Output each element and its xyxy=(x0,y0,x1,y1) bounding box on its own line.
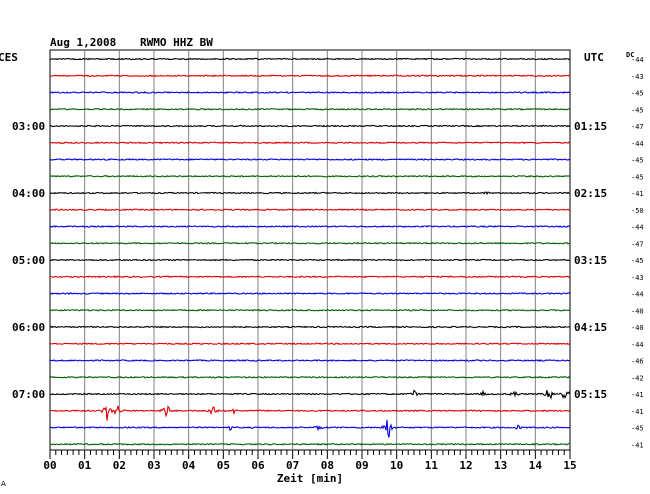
right-hour-label: 01:15 xyxy=(574,120,607,133)
x-tick-label: 01 xyxy=(78,459,92,472)
x-tick-label: 09 xyxy=(355,459,368,472)
dc-label: DC xyxy=(626,51,634,59)
x-tick-label: 10 xyxy=(390,459,403,472)
station-label: RWMO HHZ BW xyxy=(140,36,213,49)
x-tick-label: 15 xyxy=(563,459,576,472)
trace-row-18 xyxy=(49,342,571,346)
trace-row-13 xyxy=(49,258,571,262)
dc-value: -44 xyxy=(631,140,644,148)
x-tick-label: 00 xyxy=(43,459,56,472)
dc-value: -44 xyxy=(631,56,644,64)
left-hour-label: 06:00 xyxy=(12,321,45,334)
x-tick-label: 14 xyxy=(529,459,543,472)
dc-value: -41 xyxy=(631,441,644,449)
x-tick-label: 02 xyxy=(113,459,126,472)
left-hour-label: 03:00 xyxy=(12,120,45,133)
trace-row-17 xyxy=(49,325,571,329)
dc-value: -45 xyxy=(631,425,644,433)
dc-value: -40 xyxy=(631,307,644,315)
x-tick-label: 08 xyxy=(321,459,334,472)
left-zone-label: CES xyxy=(0,51,18,64)
trace-row-21 xyxy=(49,389,571,400)
grid xyxy=(49,49,571,451)
dc-value: -41 xyxy=(631,190,644,198)
dc-value: -44 xyxy=(631,291,644,299)
dc-value: -47 xyxy=(631,123,644,131)
trace-row-11 xyxy=(49,225,571,228)
trace-row-4 xyxy=(49,107,571,111)
x-tick-label: 11 xyxy=(425,459,439,472)
left-hour-labels: 03:00 04:00 05:00 06:00 07:00 xyxy=(12,120,45,401)
dc-value: -43 xyxy=(631,274,644,282)
dc-value: -43 xyxy=(631,73,644,81)
dc-value: -50 xyxy=(631,207,644,215)
x-tick-label: 12 xyxy=(459,459,472,472)
trace-row-12 xyxy=(49,241,571,245)
trace-row-24 xyxy=(49,442,571,446)
x-tick-label: 07 xyxy=(286,459,299,472)
footer-mark: A xyxy=(1,480,6,488)
left-hour-label: 04:00 xyxy=(12,187,45,200)
dc-value: -46 xyxy=(631,358,644,366)
dc-offset-labels: -44 -43 -45 -45 -47 -44 -45 -45 -41 -50 -44 -47 -45 -… xyxy=(631,56,644,449)
trace-row-16 xyxy=(49,308,571,312)
dc-value: -44 xyxy=(631,224,644,232)
x-axis-label: Zeit [min] xyxy=(277,472,343,485)
dc-value: -41 xyxy=(631,391,644,399)
right-hour-label: 04:15 xyxy=(574,321,607,334)
dc-value: -45 xyxy=(631,173,644,181)
trace-row-9 xyxy=(49,191,571,196)
right-hour-labels: 01:15 02:15 03:15 04:15 05:15 xyxy=(574,120,607,401)
x-tick-label: 03 xyxy=(147,459,160,472)
right-hour-label: 02:15 xyxy=(574,187,607,200)
dc-value: -41 xyxy=(631,408,644,416)
trace-row-3 xyxy=(49,91,571,94)
trace-row-7 xyxy=(49,158,571,161)
trace-row-10 xyxy=(49,208,571,212)
trace-row-6 xyxy=(49,141,571,145)
trace-row-8 xyxy=(49,174,571,178)
trace-row-19 xyxy=(49,359,571,362)
seismic-traces xyxy=(49,57,571,446)
x-tick-label: 05 xyxy=(217,459,230,472)
trace-row-1 xyxy=(49,57,571,61)
x-axis: 00 01 02 03 04 05 06 07 08 09 10 11 12 13 14 15 xyxy=(43,450,577,472)
trace-row-20 xyxy=(49,375,571,379)
dc-value: -47 xyxy=(631,240,644,248)
date-label: Aug 1,2008 xyxy=(50,36,116,49)
right-hour-label: 05:15 xyxy=(574,388,607,401)
left-hour-label: 05:00 xyxy=(12,254,45,267)
dc-value: -45 xyxy=(631,90,644,98)
x-tick-label: 06 xyxy=(251,459,265,472)
trace-row-15 xyxy=(49,292,571,295)
dc-value: -44 xyxy=(631,341,644,349)
trace-row-14 xyxy=(49,275,571,279)
trace-row-22 xyxy=(49,405,571,421)
dc-value: -45 xyxy=(631,157,644,165)
dc-value: -40 xyxy=(631,324,644,332)
dc-value: -45 xyxy=(631,106,644,114)
trace-row-2 xyxy=(49,74,571,78)
trace-row-23 xyxy=(49,419,571,438)
left-hour-label: 07:00 xyxy=(12,388,45,401)
right-zone-label: UTC xyxy=(584,51,604,64)
right-hour-label: 03:15 xyxy=(574,254,607,267)
dc-value: -45 xyxy=(631,257,644,265)
trace-row-5 xyxy=(49,124,571,128)
x-tick-label: 13 xyxy=(494,459,507,472)
x-tick-label: 04 xyxy=(182,459,196,472)
dc-value: -42 xyxy=(631,374,644,382)
